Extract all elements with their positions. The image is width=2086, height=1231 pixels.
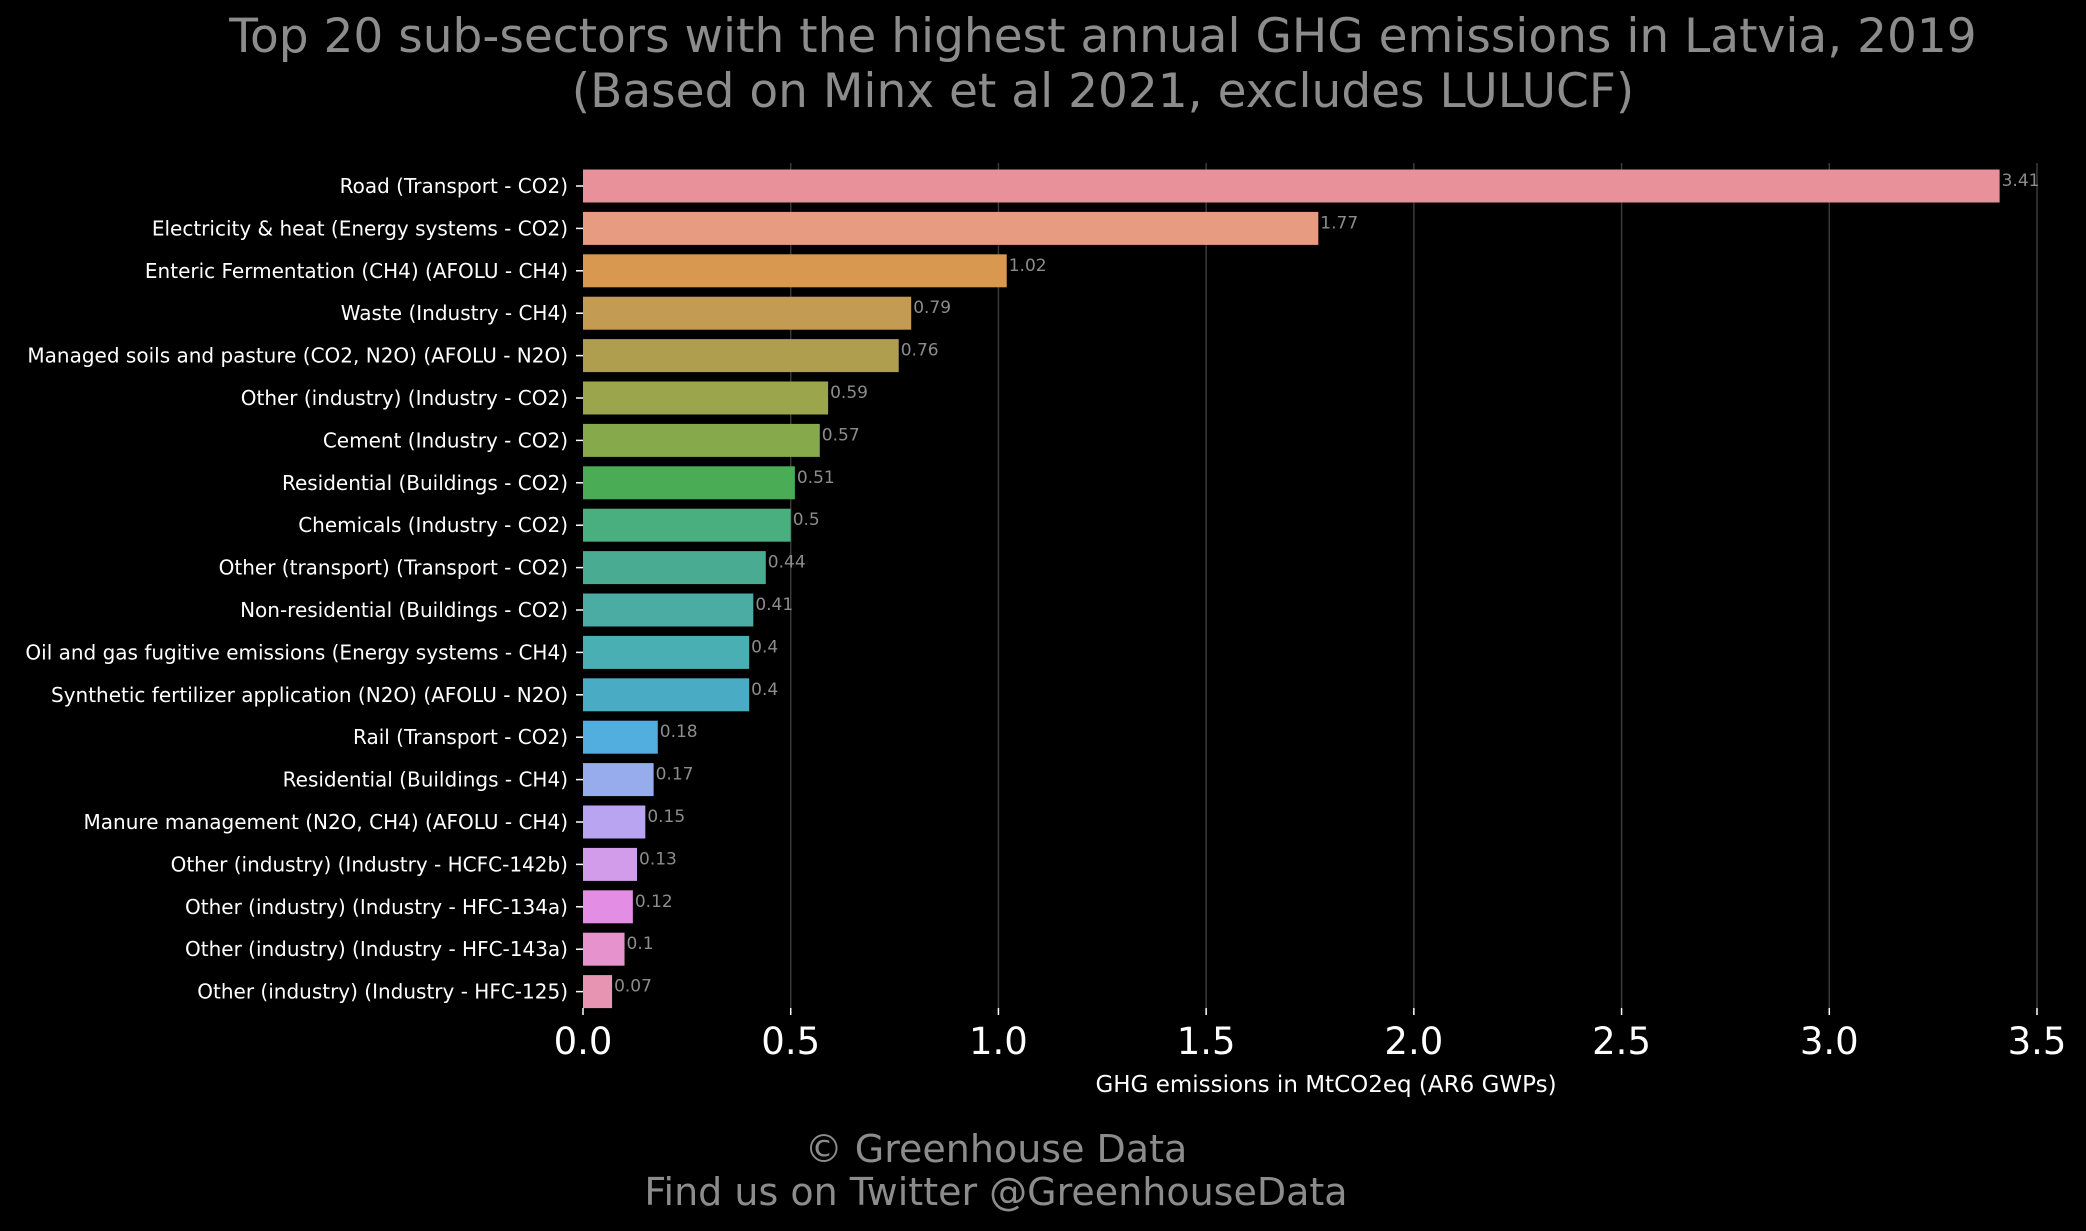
bar (583, 932, 625, 966)
category-labels: Road (Transport - CO2) Electricity & heat… (25, 174, 583, 1004)
category-label: Managed soils and pasture (CO2, N2O) (AF… (27, 344, 568, 368)
x-tick-label: 0.0 (554, 1020, 613, 1063)
x-axis-ticks: 0.0 0.5 1.0 1.5 2.0 2.5 3.0 3.5 (554, 1008, 2067, 1063)
category-label: Other (industry) (Industry - CO2) (241, 386, 568, 410)
x-tick-label: 1.5 (1177, 1020, 1236, 1063)
bar (583, 593, 754, 627)
value-label: 3.41 (2002, 171, 2040, 191)
category-label: Non-residential (Buildings - CO2) (240, 598, 568, 622)
bar (583, 381, 829, 415)
bar (583, 720, 658, 754)
value-label: 0.5 (793, 510, 820, 530)
value-label: 0.4 (751, 680, 778, 700)
category-label: Waste (Industry - CH4) (341, 301, 568, 325)
value-label: 0.13 (639, 849, 677, 869)
category-label: Other (industry) (Industry - HFC-143a) (185, 937, 568, 961)
bar (583, 847, 638, 881)
value-label: 0.1 (627, 934, 654, 954)
category-label: Residential (Buildings - CO2) (282, 471, 568, 495)
category-label: Manure management (N2O, CH4) (AFOLU - CH… (84, 810, 568, 834)
category-label: Electricity & heat (Energy systems - CO2… (152, 216, 568, 240)
category-label: Residential (Buildings - CH4) (283, 768, 568, 792)
x-tick-label: 3.5 (2008, 1020, 2067, 1063)
category-label: Enteric Fermentation (CH4) (AFOLU - CH4) (145, 259, 568, 283)
x-tick-label: 2.5 (1592, 1020, 1651, 1063)
category-label: Chemicals (Industry - CO2) (298, 513, 568, 537)
category-label: Synthetic fertilizer application (N2O) (… (51, 683, 568, 707)
value-labels: 3.41 1.77 1.02 0.79 0.76 0.59 0.57 0.51 0.5 0.44 0… (614, 171, 2039, 997)
bar (583, 423, 820, 457)
bar (583, 169, 2000, 203)
bar (583, 890, 633, 924)
bar (583, 339, 899, 373)
value-label: 0.41 (755, 595, 793, 615)
footer-twitter: Find us on Twitter @GreenhouseData (644, 1170, 1347, 1214)
category-label: Other (industry) (Industry - HFC-125) (197, 980, 568, 1004)
x-tick-label: 0.5 (761, 1020, 820, 1063)
value-label: 0.57 (822, 425, 860, 445)
bar (583, 296, 912, 330)
value-label: 0.51 (797, 468, 835, 488)
value-label: 0.07 (614, 977, 652, 997)
category-label: Oil and gas fugitive emissions (Energy s… (25, 640, 568, 664)
bars (583, 169, 2000, 1009)
x-tick-label: 3.0 (1800, 1020, 1859, 1063)
value-label: 0.17 (656, 765, 694, 785)
value-label: 0.59 (830, 383, 868, 403)
gridlines (789, 163, 2038, 1008)
value-label: 0.79 (913, 298, 951, 318)
bar (583, 466, 795, 500)
value-label: 0.12 (635, 892, 673, 912)
value-label: 0.44 (768, 553, 806, 573)
value-label: 1.77 (1320, 213, 1358, 233)
chart-subtitle: (Based on Minx et al 2021, excludes LULU… (572, 64, 1634, 119)
footer-copyright: © Greenhouse Data (805, 1127, 1188, 1171)
bar (583, 551, 766, 585)
bar (583, 975, 613, 1009)
category-label: Other (industry) (Industry - HFC-134a) (185, 895, 568, 919)
bar (583, 508, 791, 542)
x-tick-label: 1.0 (969, 1020, 1028, 1063)
bar (583, 763, 654, 797)
category-label: Road (Transport - CO2) (340, 174, 568, 198)
bar (583, 254, 1007, 288)
x-axis-label: GHG emissions in MtCO2eq (AR6 GWPs) (1095, 1072, 1556, 1098)
category-label: Cement (Industry - CO2) (323, 428, 568, 452)
value-label: 0.4 (751, 637, 778, 657)
chart-title: Top 20 sub-sectors with the highest annu… (228, 9, 1976, 64)
value-label: 0.18 (660, 722, 698, 742)
bar (583, 805, 646, 839)
value-label: 1.02 (1009, 256, 1047, 276)
bar (583, 635, 750, 669)
category-label: Other (transport) (Transport - CO2) (219, 556, 568, 580)
bar (583, 678, 750, 712)
value-label: 0.15 (647, 807, 685, 827)
x-tick-label: 2.0 (1384, 1020, 1443, 1063)
category-label: Rail (Transport - CO2) (353, 725, 568, 749)
category-label: Other (industry) (Industry - HCFC-142b) (171, 852, 568, 876)
value-label: 0.76 (901, 341, 939, 361)
bar (583, 211, 1319, 245)
